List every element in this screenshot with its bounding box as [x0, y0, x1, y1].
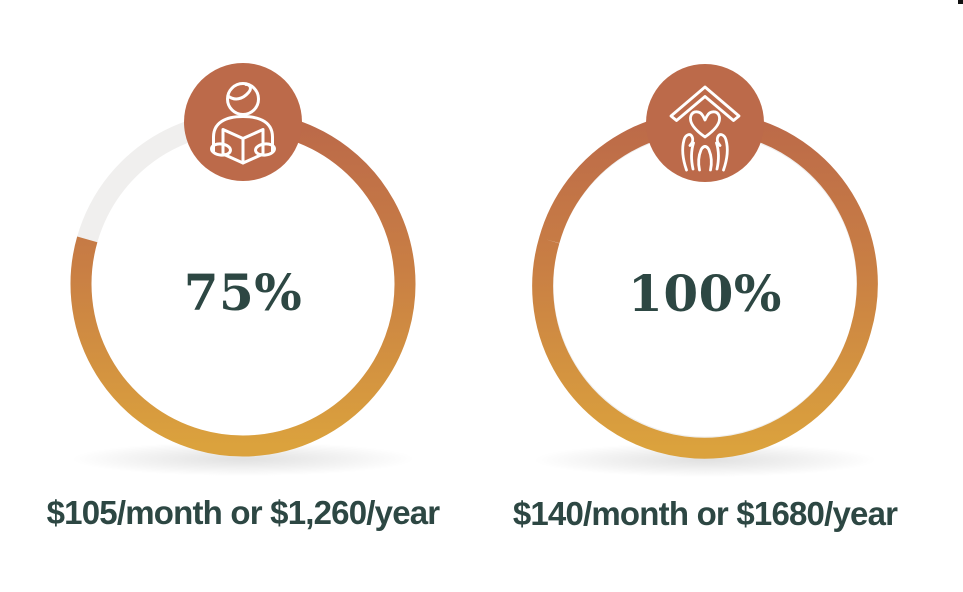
person-reading-book-icon [210, 82, 276, 165]
hands-holding-heart-icon [669, 85, 741, 172]
donut-group-100: 100% $140/month or $1680/year [513, 50, 898, 532]
donut-ring-svg-75 [70, 63, 416, 476]
percent-label: 75% [183, 263, 303, 322]
right-hand [701, 133, 729, 172]
price-caption: $105/month or $1,260/year [46, 494, 441, 531]
icon-badge [646, 64, 764, 182]
donut-ring-svg-100 [532, 64, 878, 477]
donut-group-75: 75% $105/month or $1,260/year [47, 49, 440, 531]
ring-shadow [71, 442, 415, 476]
price-caption: $140/month or $1680/year [512, 495, 898, 532]
percent-label: 100% [628, 264, 782, 323]
corner-artifact [958, 0, 963, 4]
progress-arc [70, 118, 416, 457]
ring-shadow [533, 443, 877, 477]
